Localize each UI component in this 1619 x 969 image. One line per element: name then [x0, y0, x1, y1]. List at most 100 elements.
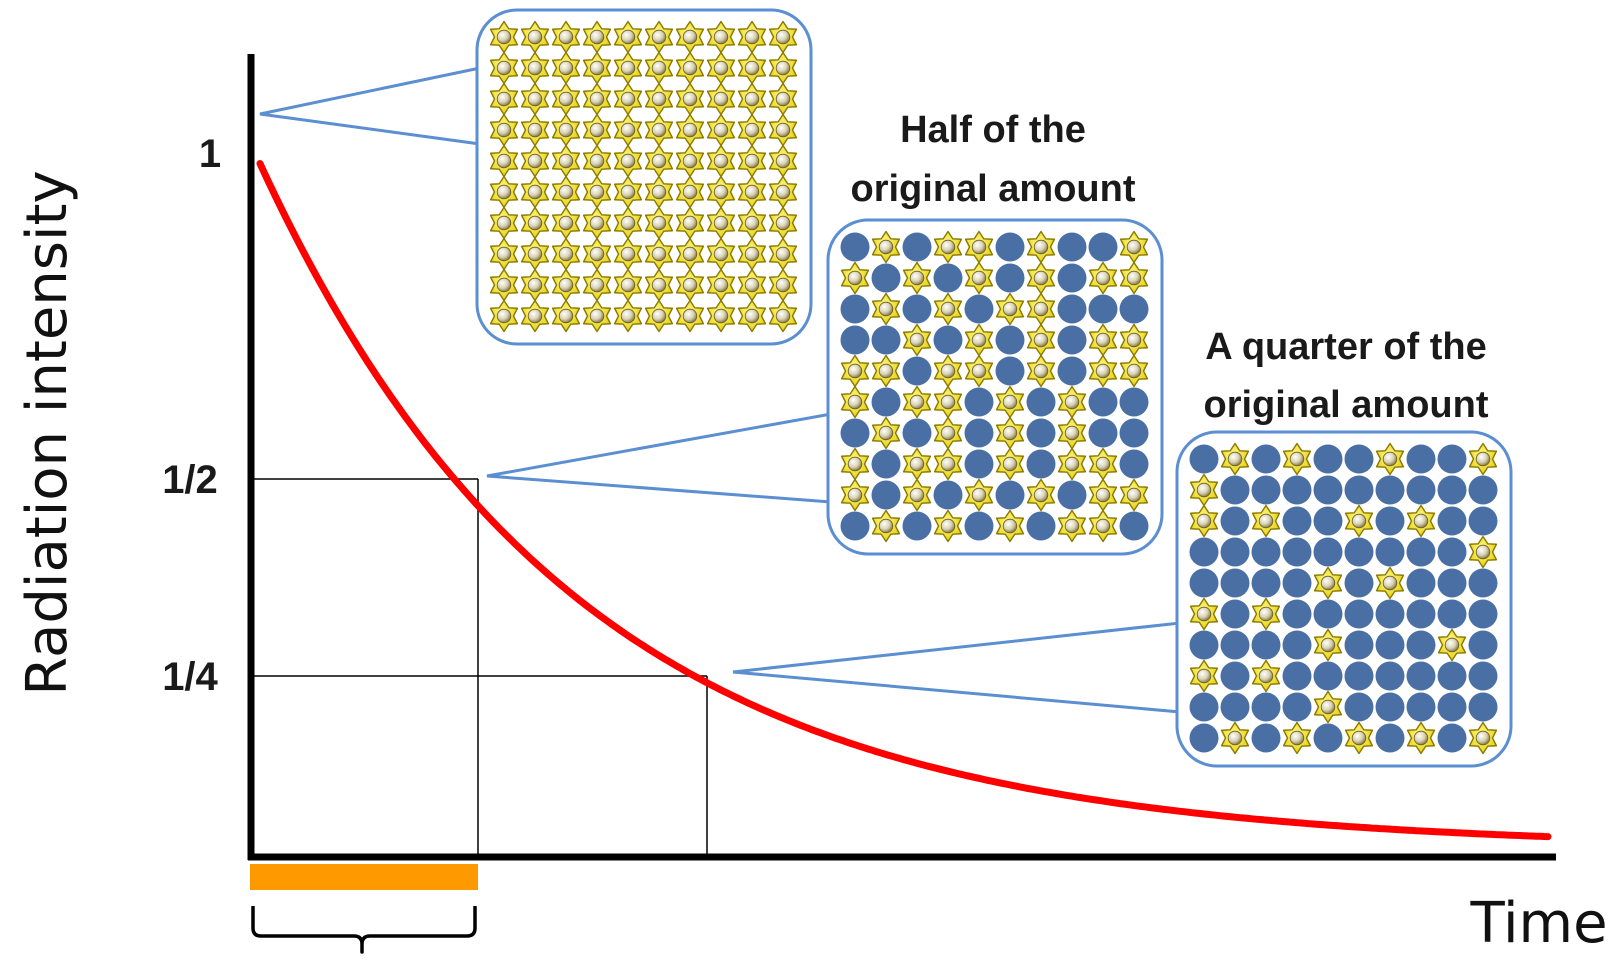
- radioactive-atom: [613, 20, 643, 54]
- radioactive-atom: [840, 261, 870, 295]
- radioactive-atom: [1026, 478, 1056, 512]
- radioactive-atom: [737, 268, 767, 302]
- decayed-atom: [1406, 692, 1436, 722]
- radioactive-atom: [737, 299, 767, 333]
- decayed-atom: [871, 449, 901, 479]
- decayed-atom: [1088, 232, 1118, 262]
- radioactive-atom: [706, 113, 736, 147]
- radioactive-atom: [964, 261, 994, 295]
- radioactive-atom: [933, 385, 963, 419]
- decayed-atom: [1189, 723, 1219, 753]
- radioactive-atom: [1189, 504, 1219, 538]
- radioactive-atom: [768, 144, 798, 178]
- decayed-atom: [1088, 387, 1118, 417]
- decayed-atom: [1344, 661, 1374, 691]
- decayed-atom: [1468, 475, 1498, 505]
- decayed-atom: [964, 294, 994, 324]
- decayed-atom: [902, 356, 932, 386]
- radioactive-atom: [768, 299, 798, 333]
- radioactive-atom: [1057, 509, 1087, 543]
- radioactive-atom: [964, 323, 994, 357]
- decayed-atom: [1057, 356, 1087, 386]
- radioactive-atom: [871, 230, 901, 264]
- radioactive-atom: [489, 51, 519, 85]
- decayed-atom: [1251, 444, 1281, 474]
- radioactive-atom: [613, 82, 643, 116]
- decayed-atom: [1437, 475, 1467, 505]
- callout-pointer: [732, 621, 1182, 714]
- decayed-atom: [995, 232, 1025, 262]
- radioactive-atom: [902, 261, 932, 295]
- decayed-atom: [995, 325, 1025, 355]
- decayed-atom: [1406, 475, 1436, 505]
- radioactive-atom: [1251, 659, 1281, 693]
- decayed-atom: [902, 418, 932, 448]
- decayed-atom: [1344, 692, 1374, 722]
- decayed-atom: [1251, 723, 1281, 753]
- decayed-atom: [933, 325, 963, 355]
- radioactive-atom: [1251, 597, 1281, 631]
- radioactive-atom: [706, 299, 736, 333]
- decayed-atom: [1406, 630, 1436, 660]
- radioactive-atom: [613, 51, 643, 85]
- radioactive-atom: [1344, 721, 1374, 755]
- decayed-atom: [840, 418, 870, 448]
- radioactive-atom: [675, 51, 705, 85]
- radioactive-atom: [1057, 447, 1087, 481]
- decayed-atom: [1282, 661, 1312, 691]
- radioactive-atom: [706, 20, 736, 54]
- radioactive-atom: [737, 20, 767, 54]
- decayed-atom: [1344, 568, 1374, 598]
- decayed-atom: [1282, 630, 1312, 660]
- decayed-atom: [1437, 444, 1467, 474]
- radioactive-atom: [520, 82, 550, 116]
- radioactive-atom: [964, 354, 994, 388]
- radioactive-atom: [1282, 721, 1312, 755]
- radioactive-atom: [840, 447, 870, 481]
- decayed-atom: [1313, 475, 1343, 505]
- quarter-label-line-2: original amount: [1204, 384, 1489, 426]
- decayed-atom: [1282, 568, 1312, 598]
- decayed-atom: [1057, 325, 1087, 355]
- decayed-atom: [1119, 418, 1149, 448]
- radioactive-atom: [613, 268, 643, 302]
- callout-half-amount: [486, 218, 1164, 556]
- decay-curve: [256, 160, 1552, 841]
- radioactive-atom: [1189, 597, 1219, 631]
- y-tick-half: 1/2: [162, 458, 218, 502]
- decayed-atom: [1057, 232, 1087, 262]
- radioactive-atom: [1189, 659, 1219, 693]
- decayed-atom: [1119, 294, 1149, 324]
- radioactive-atom: [520, 237, 550, 271]
- decayed-atom: [1282, 599, 1312, 629]
- decayed-atom: [1344, 630, 1374, 660]
- decayed-atom: [1220, 506, 1250, 536]
- radioactive-atom: [551, 299, 581, 333]
- decayed-atom: [840, 294, 870, 324]
- radioactive-atom: [1344, 504, 1374, 538]
- radioactive-atom: [1088, 509, 1118, 543]
- radioactive-atom: [1119, 261, 1149, 295]
- decayed-atom: [1251, 475, 1281, 505]
- decayed-atom: [1119, 387, 1149, 417]
- decayed-atom: [1026, 418, 1056, 448]
- decayed-atom: [1282, 692, 1312, 722]
- decayed-atom: [1437, 506, 1467, 536]
- decayed-atom: [1375, 506, 1405, 536]
- decayed-atom: [1375, 692, 1405, 722]
- decayed-atom: [840, 232, 870, 262]
- radioactive-atom: [871, 354, 901, 388]
- radioactive-atom: [675, 237, 705, 271]
- decayed-atom: [1189, 444, 1219, 474]
- radioactive-atom: [706, 144, 736, 178]
- radioactive-atom: [520, 113, 550, 147]
- radioactive-atom: [644, 206, 674, 240]
- radioactive-atom: [995, 416, 1025, 450]
- radioactive-atom: [551, 237, 581, 271]
- radioactive-atom: [582, 206, 612, 240]
- decayed-atom: [1344, 475, 1374, 505]
- radioactive-atom: [520, 144, 550, 178]
- radioactive-atom: [551, 113, 581, 147]
- decayed-atom: [871, 480, 901, 510]
